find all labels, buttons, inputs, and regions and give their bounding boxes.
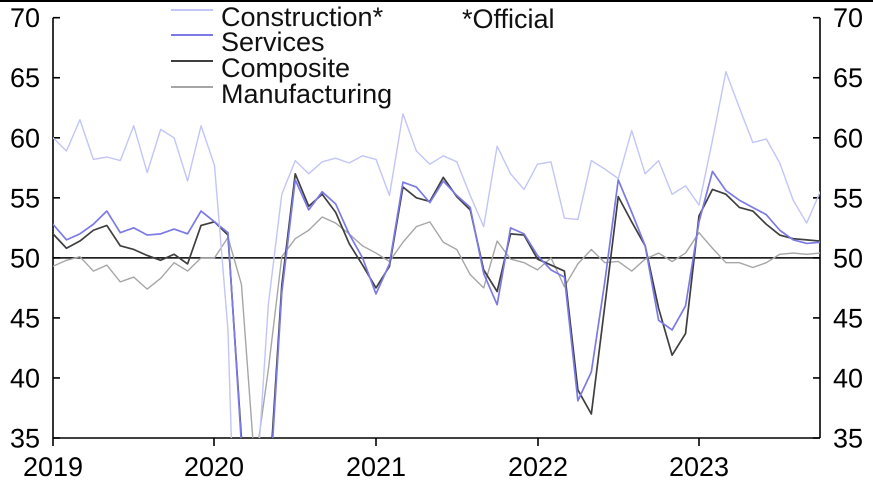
svg-text:50: 50: [10, 243, 40, 273]
svg-text:40: 40: [833, 363, 863, 393]
svg-text:35: 35: [10, 424, 40, 454]
svg-text:2023: 2023: [669, 452, 729, 482]
svg-text:55: 55: [10, 183, 40, 213]
svg-text:55: 55: [833, 183, 863, 213]
svg-text:60: 60: [10, 123, 40, 153]
svg-text:2019: 2019: [23, 452, 83, 482]
svg-text:40: 40: [10, 363, 40, 393]
svg-text:2021: 2021: [346, 452, 406, 482]
svg-text:65: 65: [10, 63, 40, 93]
svg-text:60: 60: [833, 123, 863, 153]
svg-text:2022: 2022: [508, 452, 568, 482]
svg-text:45: 45: [833, 303, 863, 333]
svg-text:2020: 2020: [184, 452, 244, 482]
svg-text:45: 45: [10, 303, 40, 333]
svg-text:70: 70: [833, 3, 863, 33]
svg-text:35: 35: [833, 424, 863, 454]
svg-text:65: 65: [833, 63, 863, 93]
svg-text:50: 50: [833, 243, 863, 273]
svg-text:70: 70: [10, 3, 40, 33]
